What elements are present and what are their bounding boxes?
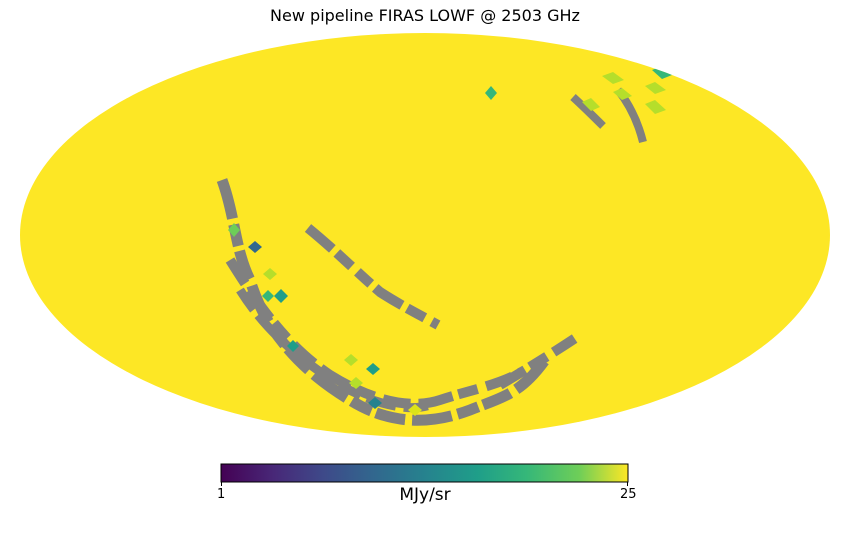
pixel-lime — [645, 82, 666, 94]
sky-background — [20, 33, 830, 437]
scan-gap-top-right-1 — [570, 94, 606, 129]
pixel-green — [262, 290, 274, 302]
pixel-green — [228, 223, 240, 237]
pixel-lime — [349, 377, 363, 389]
pixel-green — [485, 86, 497, 100]
pixel-teal — [248, 241, 262, 253]
colorbar — [220, 463, 629, 483]
scan-gap-arc-outer — [216, 178, 550, 426]
pixel-teal — [368, 397, 382, 409]
masked-pixels — [216, 66, 672, 426]
scan-gap-arc-mid — [236, 287, 432, 413]
pixel-green — [274, 289, 288, 303]
scan-gap-right — [497, 330, 583, 390]
colorbar-tick-label-min: 1 — [217, 487, 226, 502]
colorbar-tick-label-max: 25 — [620, 487, 637, 502]
pixel-lime — [344, 354, 358, 366]
pixel-teal — [287, 340, 299, 352]
pixel-lime — [263, 268, 277, 280]
scan-gap-diagonal — [304, 224, 441, 330]
pixel-lime — [582, 98, 600, 111]
pixel-lime — [613, 88, 632, 100]
chart-title: New pipeline FIRAS LOWF @ 2503 GHz — [270, 6, 580, 25]
pixel-teal — [366, 363, 380, 375]
pixel-lime — [645, 100, 666, 114]
pixel-lime — [602, 72, 624, 84]
pixel-lime — [408, 404, 422, 416]
colorbar-label: MJy/sr — [399, 485, 451, 505]
